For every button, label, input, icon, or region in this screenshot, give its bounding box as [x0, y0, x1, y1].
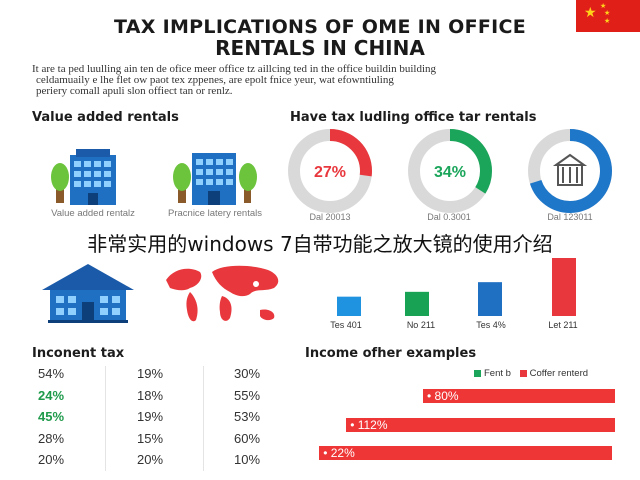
income-bar	[319, 446, 612, 460]
table-cell: 19%	[137, 366, 164, 381]
bar	[478, 282, 502, 316]
overlay-caption: 非常实用的windows 7自带功能之放大镜的使用介绍	[87, 232, 553, 256]
bar	[552, 258, 576, 316]
table-cell: 20%	[38, 452, 65, 467]
income-bar	[423, 389, 615, 403]
bar-chart	[337, 258, 576, 316]
table-divider	[203, 366, 204, 471]
income-bar-label: • 80%	[427, 389, 459, 403]
donut-value-label: 34%	[434, 164, 466, 181]
donut-value-label: 27%	[314, 164, 346, 181]
table-cell: 10%	[234, 452, 261, 467]
table-cell: 15%	[137, 430, 164, 446]
donut-arc	[528, 129, 612, 213]
donut-arc	[408, 129, 492, 213]
table-cell: 19%	[137, 409, 164, 424]
donut-charts: 27% 34%	[288, 129, 612, 213]
office-building-illustration	[173, 153, 257, 205]
world-map-icon	[166, 265, 279, 322]
building-caption: Pracnice latery rentals	[168, 208, 262, 219]
table-cell: 30%	[234, 366, 261, 381]
bar-category-label: Tes 4%	[476, 320, 506, 330]
donut-caption: Dal 123011	[547, 212, 593, 222]
table-cell: 53%	[234, 409, 261, 424]
bar-category-label: No 211	[406, 320, 436, 330]
donut: 34%	[408, 129, 492, 213]
legend-label: Fent b	[484, 368, 511, 379]
legend-swatch	[474, 369, 481, 377]
table-cell: 20%	[137, 452, 164, 467]
bar	[337, 296, 361, 316]
income-bar-label: • 112%	[350, 418, 388, 432]
donut	[528, 129, 612, 213]
table-cell: 45%	[38, 409, 65, 424]
intro-line: celdamuaily e lhe flet ow paot tex zppen…	[36, 74, 394, 86]
office-building-illustration	[51, 149, 116, 205]
legend: Fent b Coffer renterd	[470, 368, 588, 379]
intro-paragraph: It are ta ped luulling ain ten de ofice …	[32, 64, 612, 97]
china-flag-icon: ★ ★ ★ ★	[576, 0, 640, 32]
donuts-heading: Have tax ludling office tar rentals	[290, 110, 537, 125]
page-title-line2: RENTALS IN CHINA	[215, 36, 425, 60]
building-caption: Value added rentalz	[51, 208, 135, 219]
house-icon	[42, 264, 134, 323]
donut-caption: Dal 0.3001	[427, 212, 471, 222]
bar	[405, 291, 429, 316]
page-title-line1: TAX IMPLICATIONS OF OME IN OFFICE	[113, 16, 527, 38]
donut: 27%	[288, 129, 372, 213]
table-cell: 24%	[38, 387, 65, 403]
table-cell: 60%	[234, 430, 261, 446]
bar-category-label: Let 211	[548, 320, 578, 330]
table-cell: 55%	[234, 387, 261, 403]
donut-caption: Dal 20013	[309, 212, 351, 222]
legend-label: Coffer renterd	[529, 368, 589, 379]
table-cell: 18%	[137, 387, 164, 403]
table-cell: 28%	[38, 430, 65, 446]
bar-category-label: Tes 401	[330, 320, 362, 330]
income-bar-label: • 22%	[323, 446, 355, 460]
value-added-heading: Value added rentals	[32, 110, 179, 125]
donut-arc	[288, 129, 372, 213]
legend-swatch	[519, 369, 527, 377]
table-divider	[105, 366, 106, 471]
building-icon	[552, 153, 588, 186]
income-other-heading: Income ofher examples	[305, 346, 477, 361]
intro-line: periery comall apuli slon offiect tan or…	[36, 85, 233, 97]
income-tax-heading: Inconent tax	[32, 346, 125, 361]
intro-line: It are ta ped luulling ain ten de ofice …	[32, 63, 437, 75]
income-bar	[346, 418, 615, 432]
table-cell: 54%	[38, 366, 65, 381]
